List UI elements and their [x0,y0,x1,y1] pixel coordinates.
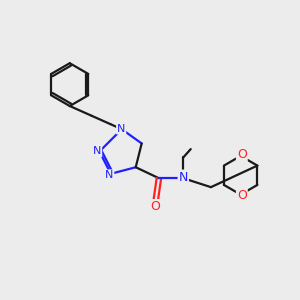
Text: O: O [237,148,247,161]
Text: O: O [150,200,160,213]
Text: O: O [237,189,247,202]
Text: N: N [93,146,101,157]
Text: N: N [178,170,188,184]
Text: N: N [117,124,125,134]
Text: N: N [105,170,113,180]
